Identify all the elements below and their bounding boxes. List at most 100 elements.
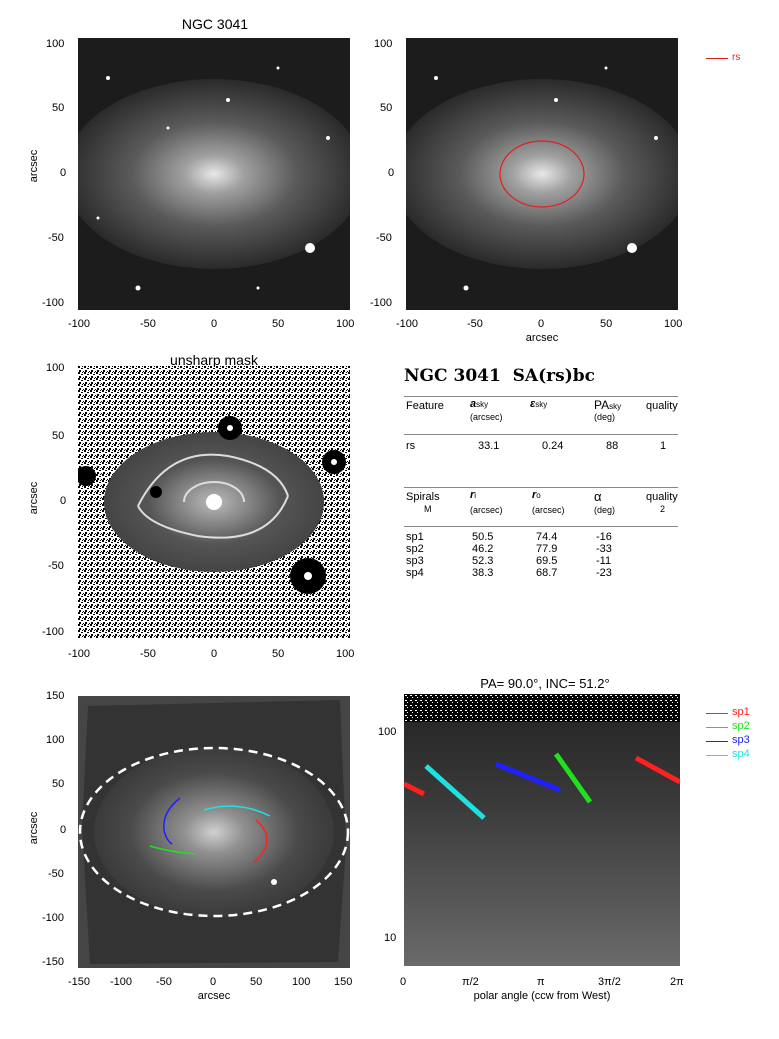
panel2-xtick: 100 (664, 318, 683, 330)
spiral-row-ri: 52.3 (472, 555, 494, 567)
spiral-row-ri: 46.2 (472, 543, 494, 555)
spiral-row-ro: 77.9 (536, 543, 558, 555)
panel5-xtick: 0 (210, 976, 217, 988)
sp1-legend-swatch (706, 713, 728, 714)
panel6-xtick: 0 (400, 976, 407, 988)
panel3-ytick: 100 (46, 362, 65, 374)
spiral-row-alpha: -11 (596, 555, 612, 567)
sp3-arc (163, 797, 181, 845)
panel3-ylabel: arcsec (28, 481, 40, 515)
panel2-ytick: -100 (370, 297, 393, 309)
panel1-xtick: -50 (140, 318, 156, 330)
panel5-xtick: -100 (110, 976, 133, 988)
features-header-rule (404, 434, 678, 435)
panel5-xtick: 150 (334, 976, 353, 988)
spiral-row-name: sp1 (406, 531, 424, 543)
panel3-xtick: -50 (140, 648, 156, 660)
panel5-xtick: -50 (156, 976, 172, 988)
panel5-xtick: 100 (292, 976, 311, 988)
rs-legend-swatch (706, 58, 728, 59)
spirals-col-ro-sub: o (536, 491, 541, 500)
panel2-xtick: 50 (600, 318, 613, 330)
panel3-ytick: -50 (48, 560, 64, 572)
rs-legend-label: rs (732, 52, 741, 63)
panel2-ytick: 50 (380, 102, 393, 114)
rs-ring (499, 140, 585, 208)
panel6-ytick: 100 (378, 726, 397, 738)
spiral-row-alpha: -23 (596, 567, 612, 579)
features-col-pa-sub: sky (609, 402, 622, 411)
feature-row-a: 33.1 (478, 440, 500, 452)
panel6-xlabel: polar angle (ccw from West) (473, 990, 611, 1002)
spirals-col-ri: ri (470, 489, 476, 501)
sp1-track (404, 781, 426, 797)
panel5-xtick: -150 (68, 976, 91, 988)
spirals-col-m: M (424, 504, 432, 514)
sp2-legend-label: sp2 (732, 720, 750, 732)
panel1-xtick: 0 (211, 318, 218, 330)
panel2-xtick: -100 (396, 318, 419, 330)
spirals-top-rule (404, 487, 678, 488)
features-col-a-symbol: a (470, 398, 477, 410)
panel2-ytick: -50 (376, 232, 392, 244)
panel5-xtick: 50 (250, 976, 263, 988)
panel3-ytick: 0 (60, 495, 67, 507)
panel5-ytick: -100 (42, 912, 65, 924)
panel6-xtick: 2π (670, 976, 684, 988)
sp2-legend-swatch (706, 727, 728, 728)
panel6-xtick: π/2 (462, 976, 479, 988)
sp1-track (634, 755, 680, 785)
panel6-ytick: 10 (384, 932, 397, 944)
spiral-row-ri: 50.5 (472, 531, 494, 543)
sp4-legend-swatch (706, 755, 728, 756)
panel3-xtick: -100 (68, 648, 91, 660)
panel1-ylabel: arcsec (28, 149, 40, 183)
panel1-ytick: -50 (48, 232, 64, 244)
panel5-ytick: -50 (48, 868, 64, 880)
panel2-galaxy-image (406, 38, 678, 310)
panel1-ytick: 50 (52, 102, 65, 114)
panel1-ytick: -100 (42, 297, 65, 309)
spirals-col-ri-unit: (arcsec) (470, 505, 503, 515)
features-col-a-unit: (arcsec) (470, 412, 503, 422)
panel5-ytick: 50 (52, 778, 65, 790)
features-col-a-sub: sky (476, 400, 489, 409)
spirals-col-ro: ro (532, 489, 541, 501)
features-col-eps-symbol: ε (530, 398, 536, 410)
sp3-track (495, 761, 561, 793)
spirals-col-name: Spirals (406, 491, 440, 503)
sp4-arc (203, 805, 271, 817)
classification-heading: NGC 3041 SA(rs)bc (404, 366, 595, 386)
disk-ellipse (78, 746, 350, 918)
panel1-ytick: 0 (60, 167, 67, 179)
panel2-xtick: -50 (467, 318, 483, 330)
panel2-xlabel: arcsec (525, 332, 559, 344)
spirals-col-ro-unit: (arcsec) (532, 505, 565, 515)
spirals-col-quality: quality (646, 491, 678, 503)
features-col-eps-sub: sky (535, 400, 548, 409)
sp3-legend-label: sp3 (732, 734, 750, 746)
panel1-title: NGC 3041 (181, 16, 249, 32)
panel6-polar-plot (404, 694, 680, 966)
spiral-row-ro: 69.5 (536, 555, 558, 567)
features-col-pa-unit: (deg) (594, 412, 616, 422)
panel5-xlabel: arcsec (197, 990, 231, 1002)
features-col-a: asky (470, 398, 488, 410)
panel2-ytick: 0 (388, 167, 395, 179)
panel3-xtick: 100 (336, 648, 355, 660)
features-col-pa: PAsky (594, 398, 621, 412)
panel3-unsharp-image (78, 366, 350, 638)
features-col-feature: Feature (406, 400, 444, 412)
feature-row-name: rs (406, 440, 416, 452)
panel2-ytick: 100 (374, 38, 393, 50)
panel1-galaxy-image (78, 38, 350, 310)
sp1-legend-label: sp1 (732, 706, 750, 718)
spiral-row-name: sp4 (406, 567, 424, 579)
panel3-ytick: 50 (52, 430, 65, 442)
sp2-arc (149, 845, 197, 855)
feature-row-pa: 88 (606, 440, 619, 452)
panel1-xtick: -100 (68, 318, 91, 330)
features-col-quality: quality (646, 400, 678, 412)
features-col-eps: εsky (530, 398, 547, 410)
spirals-col-ro-symbol: r (532, 489, 537, 501)
